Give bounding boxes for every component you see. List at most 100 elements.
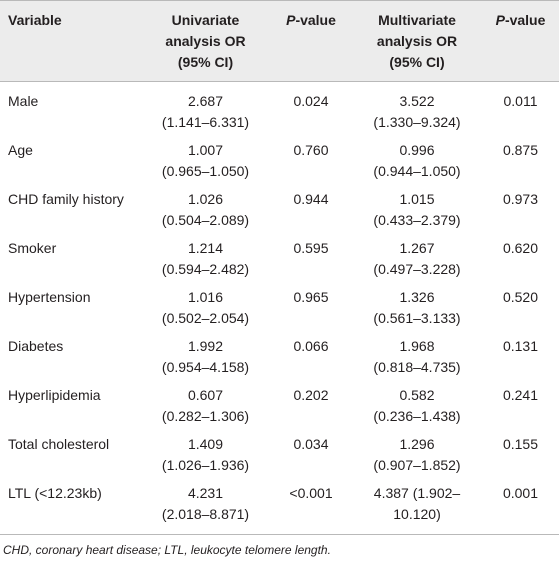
cell-multivariate-or: 1.326 (0.561–3.133) [352, 283, 482, 332]
cell-variable-text: Diabetes [8, 338, 64, 354]
cell-variable-text: Smoker [8, 240, 57, 256]
cell-univariate-or-text: 1.026 [187, 191, 224, 207]
header-variable: Variable [8, 12, 62, 28]
table-row: Smoker 1.214 (0.594–2.482) 0.595 1.267 (0.497… [0, 234, 559, 283]
header-multivariate-line-1: Multivariate [378, 12, 456, 28]
cell-variable: Hyperlipidemia [0, 381, 141, 430]
cell-multivariate-p-value-text: 0.155 [502, 436, 539, 452]
cell-univariate-or-text: 1.409 [187, 436, 224, 452]
cell-univariate-p-value: 0.944 [270, 185, 352, 234]
table-row: Male 2.687 (1.141–6.331) 0.024 3.522 (1.330–9… [0, 82, 559, 137]
table-row: Age 1.007 (0.965–1.050) 0.760 0.996 (0.944–1.… [0, 136, 559, 185]
cell-multivariate-p-value-text: 0.241 [502, 387, 539, 403]
cell-multivariate-or-text: (0.818–4.735) [373, 359, 461, 375]
cell-variable-text: CHD family history [8, 191, 124, 207]
cell-univariate-p-value-text: 0.760 [293, 142, 329, 158]
cell-univariate-p-value: 0.034 [270, 430, 352, 479]
cell-multivariate-p-value: 0.973 [482, 185, 559, 234]
cell-multivariate-or-text: 0.996 [399, 142, 435, 158]
cell-multivariate-p-value: 0.875 [482, 136, 559, 185]
cell-univariate-or-text: (1.026–1.936) [161, 457, 250, 473]
cell-variable: LTL (<12.23kb) [0, 479, 141, 535]
cell-univariate-p-value: 0.965 [270, 283, 352, 332]
cell-univariate-p-value-text: <0.001 [289, 485, 333, 501]
cell-multivariate-or-text: (0.561–3.133) [373, 310, 461, 326]
cell-univariate-or-text: (1.141–6.331) [161, 114, 250, 130]
cell-multivariate-p-value-text: 0.973 [502, 191, 539, 207]
cell-multivariate-or: 4.387 (1.902– 10.120) [352, 479, 482, 535]
cell-multivariate-or: 1.267 (0.497–3.228) [352, 234, 482, 283]
cell-univariate-p-value: 0.595 [270, 234, 352, 283]
cell-multivariate-or-text: 1.015 [399, 191, 435, 207]
cell-multivariate-or-text: (1.330–9.324) [373, 114, 461, 130]
header-multivariate-p-italic: P [495, 12, 505, 28]
cell-multivariate-p-value: 0.011 [482, 82, 559, 137]
cell-multivariate-or-text: (0.236–1.438) [373, 408, 461, 424]
cell-multivariate-or-text: 1.326 [399, 289, 435, 305]
cell-univariate-p-value: 0.066 [270, 332, 352, 381]
cell-univariate-or-text: 2.687 [187, 93, 224, 109]
header-univariate-line-1: Univariate [171, 12, 240, 28]
cell-univariate-or: 1.016 (0.502–2.054) [141, 283, 270, 332]
cell-univariate-p-value-text: 0.034 [293, 436, 329, 452]
cell-multivariate-or-text: 1.267 [399, 240, 435, 256]
cell-univariate-or-text: (0.282–1.306) [161, 408, 250, 424]
cell-univariate-p-value-text: 0.944 [293, 191, 329, 207]
cell-univariate-or: 4.231 (2.018–8.871) [141, 479, 270, 535]
cell-multivariate-or-text: 1.968 [399, 338, 435, 354]
cell-multivariate-p-value: 0.131 [482, 332, 559, 381]
cell-variable: Hypertension [0, 283, 141, 332]
cell-multivariate-or-text: (0.907–1.852) [373, 457, 461, 473]
cell-multivariate-or-text: (0.944–1.050) [373, 163, 461, 179]
cell-univariate-or-text: (0.504–2.089) [161, 212, 250, 228]
header-univariate-p-italic: P [286, 12, 296, 28]
cell-univariate-or: 2.687 (1.141–6.331) [141, 82, 270, 137]
cell-variable-text: Total cholesterol [8, 436, 110, 452]
cell-multivariate-or-text: 1.296 [399, 436, 435, 452]
cell-multivariate-or-text: (0.433–2.379) [373, 212, 461, 228]
cell-univariate-or-text: 0.607 [187, 387, 224, 403]
table-header: Variable Univariate analysis OR (95% CI)… [0, 0, 559, 82]
cell-univariate-p-value-text: 0.965 [293, 289, 329, 305]
cell-variable: Age [0, 136, 141, 185]
cell-multivariate-p-value-text: 0.875 [502, 142, 539, 158]
cell-multivariate-or: 1.015 (0.433–2.379) [352, 185, 482, 234]
cell-univariate-or: 1.007 (0.965–1.050) [141, 136, 270, 185]
cell-univariate-or: 1.026 (0.504–2.089) [141, 185, 270, 234]
table-footnote: CHD, coronary heart disease; LTL, leukoc… [3, 543, 331, 557]
header-multivariate-p-rest: -value [504, 12, 546, 28]
cell-univariate-p-value-text: 0.066 [293, 338, 329, 354]
cell-univariate-or: 0.607 (0.282–1.306) [141, 381, 270, 430]
cell-multivariate-p-value: 0.241 [482, 381, 559, 430]
cell-multivariate-p-value: 0.620 [482, 234, 559, 283]
table-row: Total cholesterol 1.409 (1.026–1.936) 0.034… [0, 430, 559, 479]
cell-variable: Total cholesterol [0, 430, 141, 479]
cell-univariate-or-text: (0.502–2.054) [161, 310, 250, 326]
cell-univariate-or: 1.214 (0.594–2.482) [141, 234, 270, 283]
cell-multivariate-p-value: 0.001 [482, 479, 559, 535]
cell-univariate-or-text: 1.016 [187, 289, 224, 305]
cell-multivariate-or-text: 3.522 [399, 93, 435, 109]
cell-variable-text: Hypertension [8, 289, 91, 305]
cell-multivariate-or-text: 0.582 [399, 387, 435, 403]
cell-multivariate-or: 0.996 (0.944–1.050) [352, 136, 482, 185]
cell-multivariate-p-value-text: 0.520 [502, 289, 539, 305]
cell-multivariate-p-value-text: 0.011 [503, 93, 538, 109]
cell-univariate-or-text: 4.231 [187, 485, 224, 501]
cell-univariate-p-value-text: 0.024 [293, 93, 329, 109]
header-univariate-p-value: P-value [270, 1, 352, 82]
cell-multivariate-or: 1.968 (0.818–4.735) [352, 332, 482, 381]
header-univariate-or: Univariate analysis OR (95% CI) [141, 1, 270, 82]
header-univariate-line-3: (95% CI) [177, 54, 234, 70]
cell-univariate-or: 1.409 (1.026–1.936) [141, 430, 270, 479]
cell-univariate-or-text: (0.965–1.050) [161, 163, 250, 179]
cell-multivariate-p-value: 0.520 [482, 283, 559, 332]
cell-variable-text: Male [8, 93, 39, 109]
cell-multivariate-p-value: 0.155 [482, 430, 559, 479]
cell-variable-text: LTL (<12.23kb) [8, 485, 102, 501]
table-row: Hyperlipidemia 0.607 (0.282–1.306) 0.202 0.5… [0, 381, 559, 430]
cell-univariate-or-text: (0.594–2.482) [161, 261, 250, 277]
cell-multivariate-or-text: (0.497–3.228) [373, 261, 461, 277]
odds-ratio-table: Variable Univariate analysis OR (95% CI)… [0, 0, 559, 535]
cell-multivariate-or-text: 4.387 (1.902– [373, 485, 461, 501]
